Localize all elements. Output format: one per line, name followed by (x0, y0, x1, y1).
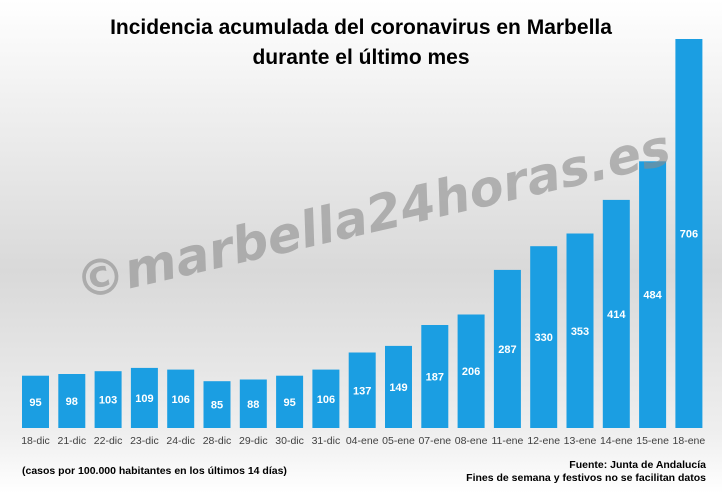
bar-30-dic (276, 375, 304, 428)
bar-24-dic (167, 369, 195, 428)
bar-29-dic (239, 379, 267, 428)
bar-value-label-15-ene: 484 (643, 290, 662, 302)
bar-value-label-22-dic: 103 (99, 395, 117, 407)
bar-11-ene (493, 269, 521, 428)
x-tick-label-23-dic: 23-dic (130, 435, 159, 447)
bar-value-label-04-ene: 137 (353, 385, 371, 397)
bar-15-ene (639, 161, 667, 429)
x-tick-label-28-dic: 28-dic (203, 435, 232, 447)
bar-labels-group: 95 98 103 109 106 85 88 95 106 137 149 187 206 287 330… (29, 229, 698, 412)
bar-13-ene (566, 233, 594, 428)
bar-value-label-23-dic: 109 (135, 393, 153, 405)
bar-value-label-12-ene: 330 (535, 332, 553, 344)
x-tick-label-30-dic: 30-dic (275, 435, 304, 447)
source-note: Fuente: Junta de Andalucía (569, 459, 706, 471)
bar-value-label-07-ene: 187 (426, 372, 444, 384)
x-tick-label-08-ene: 08-ene (455, 435, 488, 447)
bar-value-label-29-dic: 88 (247, 399, 259, 411)
bar-12-ene (530, 246, 558, 428)
chart-title-line-1: Incidencia acumulada del coronavirus en … (110, 16, 612, 39)
bar-04-ene (348, 352, 376, 428)
bar-14-ene (602, 199, 630, 428)
chart-title-line-2: durante el último mes (252, 46, 470, 69)
bar-22-dic (94, 371, 122, 428)
x-tick-label-24-dic: 24-dic (166, 435, 195, 447)
bar-23-dic (130, 367, 158, 428)
x-tick-label-04-ene: 04-ene (346, 435, 379, 447)
bar-value-label-18-dic: 95 (29, 397, 41, 409)
bar-18-ene (675, 39, 703, 428)
weekend-note: Fines de semana y festivos no se facilit… (466, 472, 706, 484)
bar-31-dic (312, 369, 340, 428)
x-tick-label-18-dic: 18-dic (21, 435, 50, 447)
bar-value-label-11-ene: 287 (498, 344, 516, 356)
bar-value-label-13-ene: 353 (571, 326, 589, 338)
x-tick-label-07-ene: 07-ene (418, 435, 451, 447)
bar-value-label-24-dic: 106 (172, 394, 190, 406)
x-tick-label-18-ene: 18-ene (673, 435, 706, 447)
bar-21-dic (58, 374, 86, 428)
bar-value-label-31-dic: 106 (317, 394, 335, 406)
bar-value-label-05-ene: 149 (389, 382, 407, 394)
units-note: (casos por 100.000 habitantes en los últ… (22, 465, 287, 477)
bar-07-ene (421, 325, 449, 428)
x-tick-label-29-dic: 29-dic (239, 435, 268, 447)
bar-18-dic (22, 375, 49, 428)
x-tick-label-11-ene: 11-ene (491, 435, 523, 447)
bar-28-dic (203, 381, 231, 428)
bar-value-label-28-dic: 85 (211, 400, 223, 412)
x-tick-label-21-dic: 21-dic (57, 435, 86, 447)
bar-08-ene (457, 314, 485, 428)
bar-value-label-30-dic: 95 (283, 397, 295, 409)
x-tick-label-05-ene: 05-ene (382, 435, 415, 447)
x-tick-label-14-ene: 14-ene (600, 435, 633, 447)
x-tick-label-13-ene: 13-ene (564, 435, 597, 447)
bar-value-label-21-dic: 98 (66, 396, 78, 408)
x-tick-label-15-ene: 15-ene (636, 435, 669, 447)
x-tick-label-31-dic: 31-dic (312, 435, 341, 447)
bar-value-label-18-ene: 706 (680, 229, 698, 241)
x-tick-label-12-ene: 12-ene (527, 435, 560, 447)
x-axis-tick-labels: 18-dic 21-dic 22-dic 23-dic 24-dic 28-dic 29-d… (21, 435, 705, 447)
bar-value-label-14-ene: 414 (607, 309, 626, 321)
bar-05-ene (385, 345, 412, 428)
bars-group (22, 39, 703, 429)
bar-value-label-08-ene: 206 (462, 366, 480, 378)
x-tick-label-22-dic: 22-dic (94, 435, 123, 447)
